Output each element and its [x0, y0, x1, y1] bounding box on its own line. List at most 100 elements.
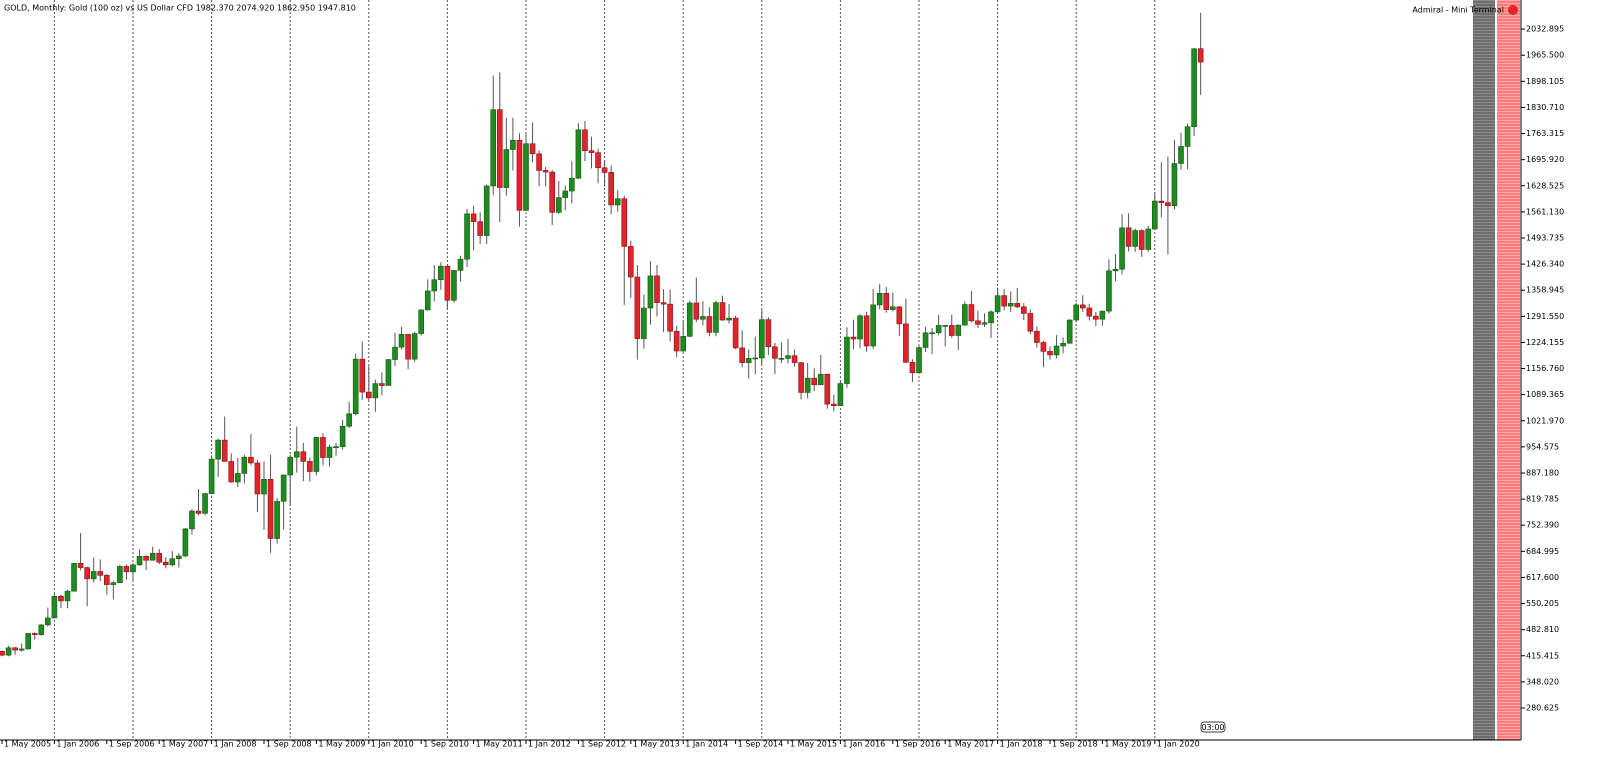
x-tick-label: 1 Sep 2012 — [580, 740, 626, 749]
y-tick-label: 1628.525 — [1526, 181, 1564, 190]
x-tick-label: 1 Sep 2014 — [738, 740, 784, 749]
candle-body — [555, 197, 562, 213]
x-tick-label: 1 Sep 2018 — [1052, 740, 1098, 749]
candle-body — [359, 358, 366, 393]
countdown-box — [1200, 721, 1226, 733]
x-tick-label: 1 May 2011 — [476, 740, 523, 749]
candle-body — [1086, 307, 1093, 317]
candle-body — [876, 292, 883, 306]
candle-body — [1040, 342, 1047, 352]
candle-body — [136, 556, 143, 566]
candle-body — [811, 377, 818, 386]
candle-body — [1007, 303, 1014, 307]
mini-terminal-label[interactable]: Admiral - Mini Terminal — [1412, 6, 1504, 15]
candle-body — [195, 510, 202, 514]
candle-body — [1047, 351, 1053, 356]
y-tick-label: 1291.550 — [1526, 312, 1564, 321]
candle-body — [307, 461, 313, 472]
y-tick-label: 2032.895 — [1526, 25, 1564, 34]
candle-body — [693, 302, 700, 320]
candle-body — [542, 170, 549, 173]
candle-body — [287, 456, 294, 476]
candle-body — [510, 139, 516, 150]
candle-body — [104, 575, 110, 585]
candle-body — [483, 185, 490, 236]
candle-body — [1191, 48, 1197, 127]
candle-body — [143, 556, 149, 561]
candle-body — [1171, 163, 1178, 207]
x-tick-label: 1 Jan 2018 — [1000, 740, 1043, 749]
y-tick-label: 887.180 — [1526, 468, 1559, 477]
candle-body — [909, 361, 916, 374]
terminal-icon[interactable] — [1508, 5, 1518, 15]
candle-body — [176, 555, 182, 559]
candle-body — [948, 325, 955, 336]
candle-body — [719, 302, 726, 321]
candle-body — [831, 403, 837, 406]
y-tick-label: 684.995 — [1526, 547, 1559, 556]
candle-body — [18, 648, 25, 651]
y-tick-label: 1695.920 — [1526, 155, 1564, 164]
x-tick-label: 1 Jan 2020 — [1157, 740, 1200, 749]
candle-body — [654, 275, 660, 303]
candle-body — [90, 571, 97, 580]
candle-body — [1165, 202, 1171, 207]
candle-body — [516, 139, 523, 211]
candle-body — [706, 316, 713, 333]
candle-body — [248, 456, 254, 464]
candle-body — [84, 567, 90, 580]
terminal-panel[interactable] — [1473, 0, 1495, 740]
candle-body — [1079, 304, 1086, 309]
candle-body — [935, 325, 942, 334]
candle-body — [392, 346, 398, 360]
candle-body — [464, 213, 470, 260]
y-tick-label: 1763.315 — [1526, 129, 1564, 138]
y-tick-label: 1021.970 — [1526, 416, 1564, 425]
y-tick-label: 550.205 — [1526, 599, 1559, 608]
y-tick-label: 1089.365 — [1526, 390, 1564, 399]
candle-body — [1093, 315, 1099, 320]
candle-body — [372, 383, 379, 399]
candle-body — [929, 332, 935, 335]
candle-body — [444, 265, 451, 301]
candle-body — [863, 315, 870, 347]
candle-body — [182, 528, 189, 557]
candle-body — [1034, 330, 1040, 343]
candle-body — [1053, 345, 1060, 356]
candle-body — [601, 167, 608, 173]
candle-body — [5, 647, 12, 656]
candle-body — [267, 478, 274, 539]
candle-body — [1027, 313, 1034, 332]
x-tick-label: 1 Jan 2014 — [685, 740, 728, 749]
candle-body — [77, 563, 84, 568]
candle-body — [903, 323, 909, 363]
candle-body — [739, 347, 745, 363]
candle-body — [700, 316, 706, 320]
candle-body — [1178, 146, 1184, 164]
candle-body — [896, 306, 903, 325]
candle-body — [424, 290, 431, 311]
candle-body — [1106, 270, 1112, 312]
candle-body — [457, 258, 464, 271]
candle-body — [97, 571, 104, 576]
candle-body — [955, 324, 962, 336]
x-tick-label: 1 May 2019 — [1104, 740, 1151, 749]
candle-body — [569, 177, 575, 192]
candle-body — [778, 358, 785, 360]
candle-body — [130, 564, 136, 573]
candle-body — [477, 221, 483, 236]
candle-body — [346, 413, 352, 427]
candle-body — [981, 322, 988, 325]
candle-body — [673, 330, 680, 352]
terminal-panel-alert[interactable] — [1497, 0, 1520, 740]
candle-body — [431, 279, 438, 292]
candle-body — [235, 473, 241, 483]
y-tick-label: 1493.735 — [1526, 233, 1564, 242]
candle-body — [0, 650, 5, 656]
candle-body — [241, 456, 248, 474]
candle-body — [529, 143, 536, 155]
candle-body — [228, 461, 235, 483]
y-tick-label: 1965.500 — [1526, 51, 1564, 60]
candle-body — [575, 129, 582, 179]
